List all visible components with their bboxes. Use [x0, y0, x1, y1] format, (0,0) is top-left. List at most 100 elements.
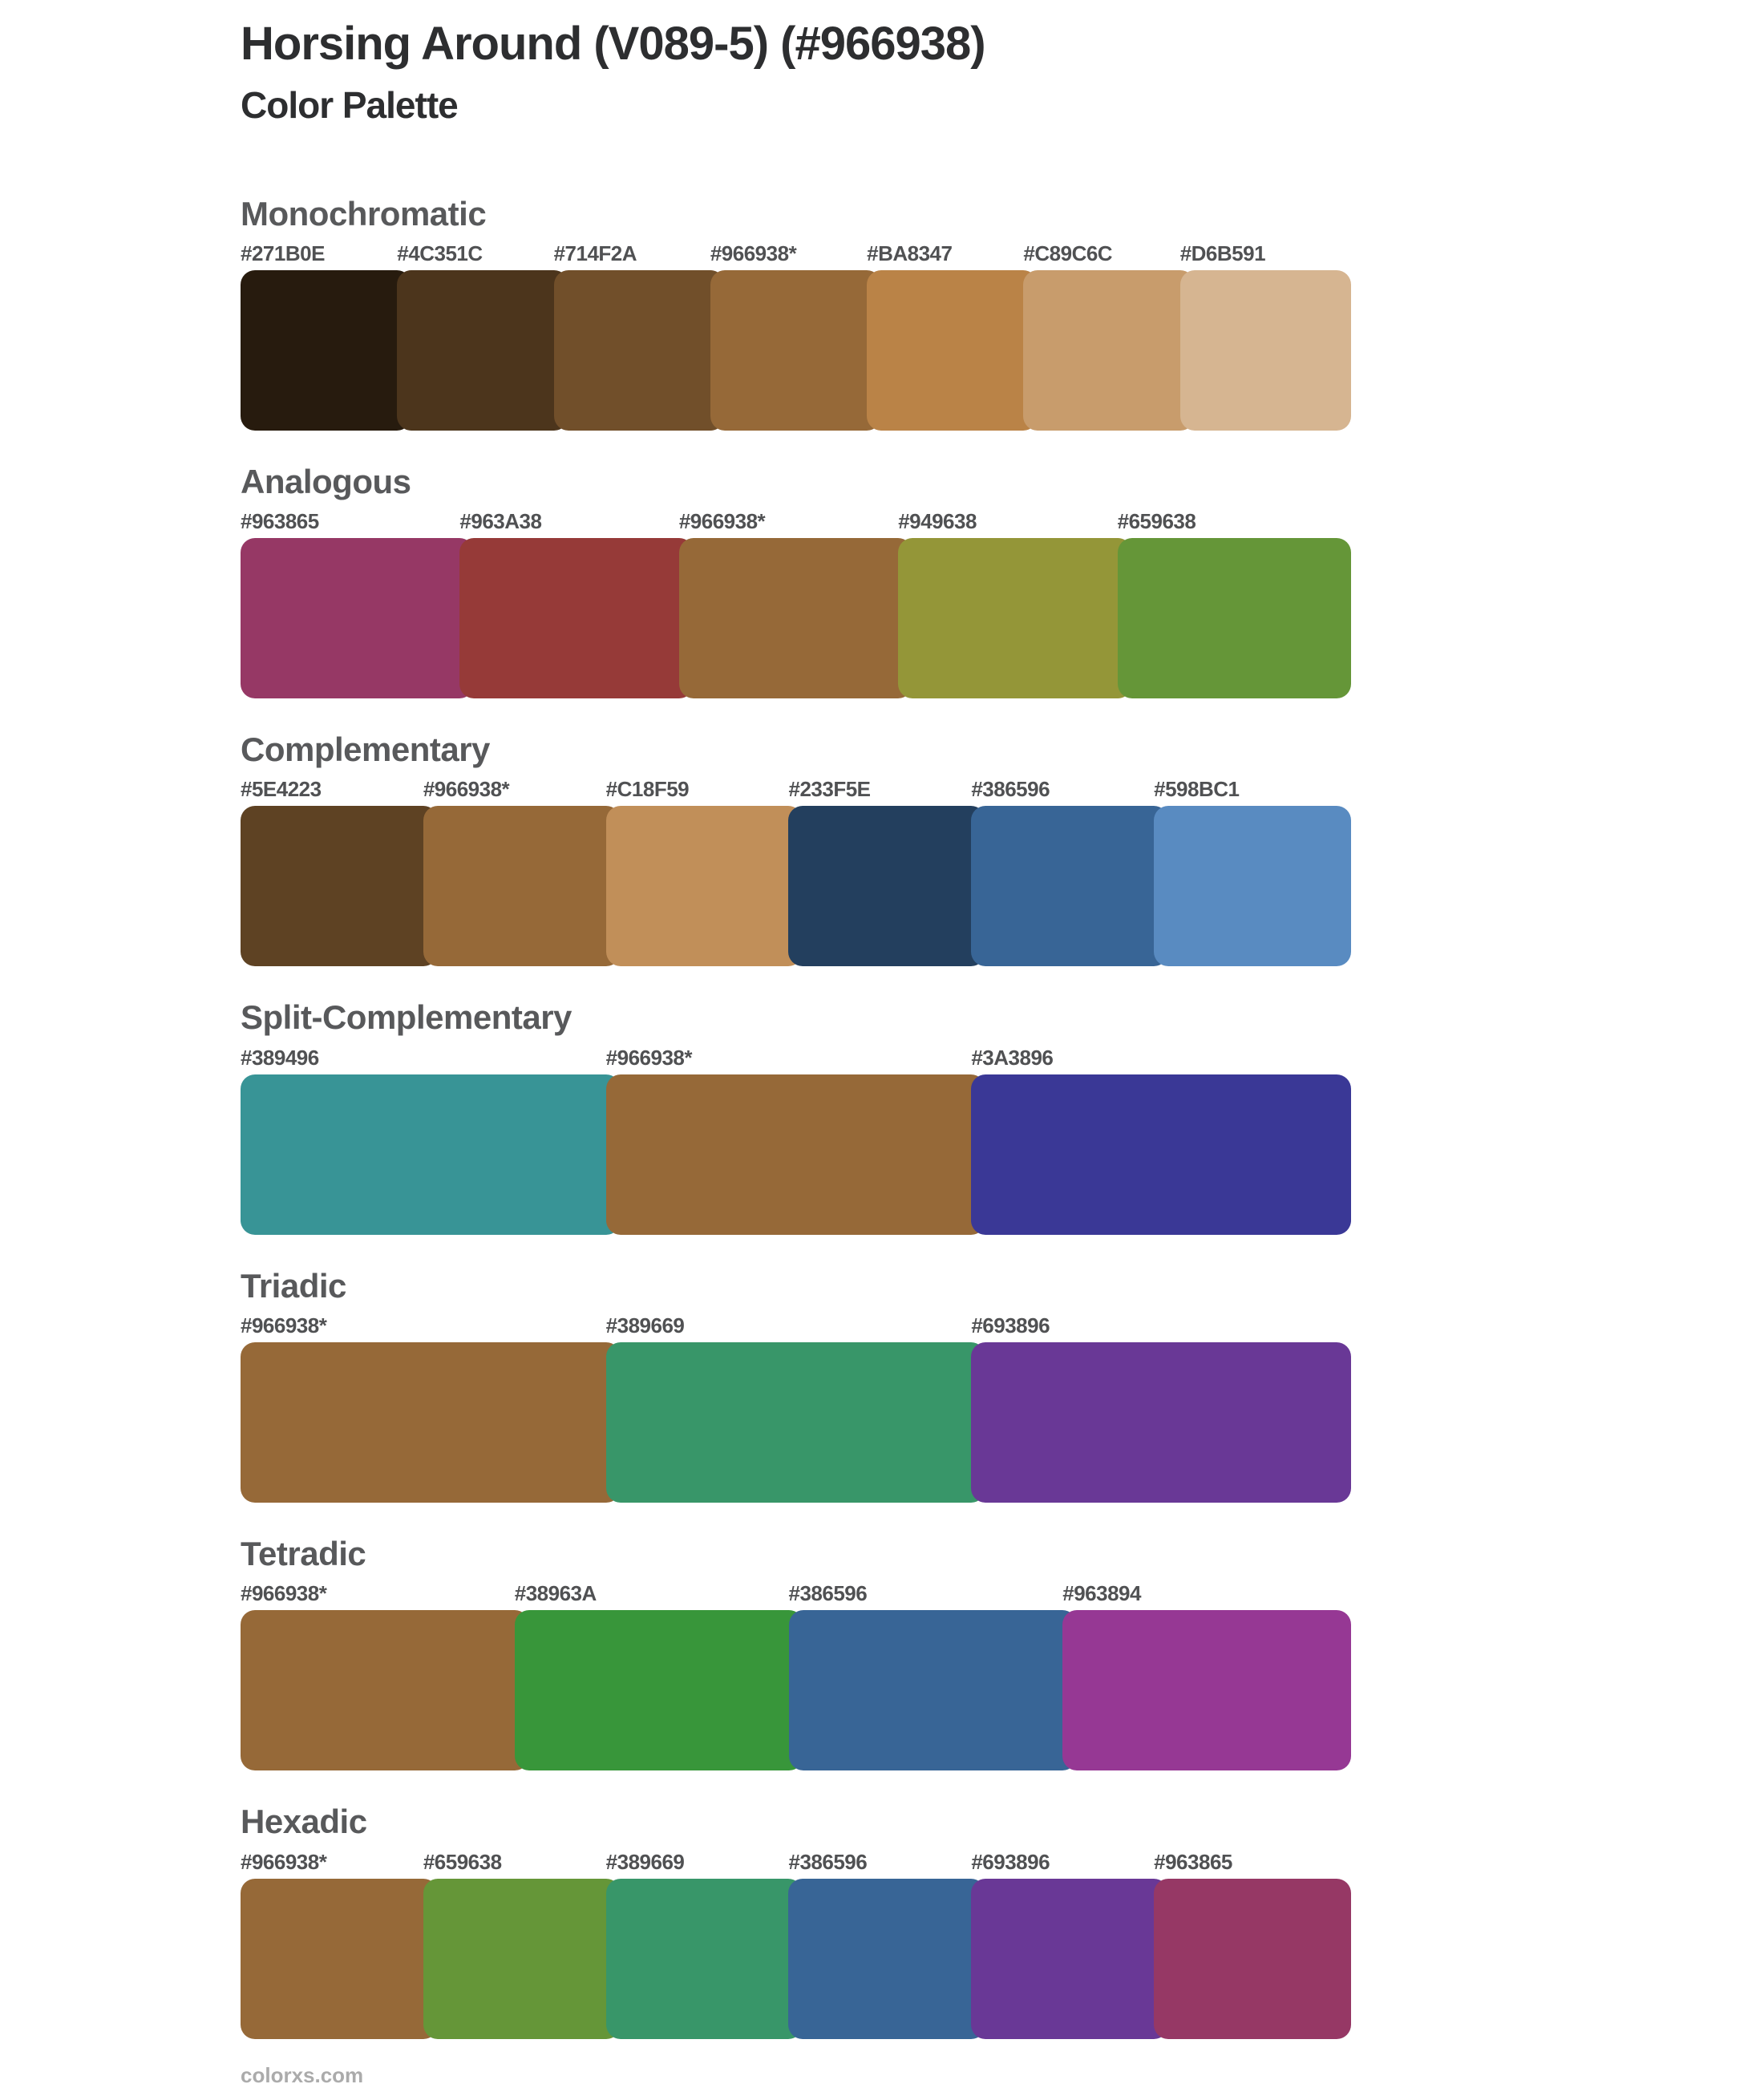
swatch-color-block[interactable]: [788, 1878, 986, 2039]
swatch: #3A3896: [971, 1045, 1352, 1235]
color-palette-page: Horsing Around (V089-5) (#966938) Color …: [241, 18, 1352, 2088]
swatch-color-block[interactable]: [459, 538, 694, 699]
swatch: #386596: [788, 1581, 1078, 1771]
swatch-row: #5E4223 #966938* #C18F59 #233F5E #386596…: [241, 777, 1351, 967]
swatch: #598BC1: [1154, 777, 1351, 967]
swatch-color-block[interactable]: [605, 806, 803, 967]
swatch-row: #963865 #963A38 #966938* #949638 #659638: [241, 509, 1352, 699]
swatch-color-block[interactable]: [553, 269, 725, 431]
swatch-color-block[interactable]: [241, 1074, 621, 1235]
section-title: Complementary: [241, 730, 490, 769]
swatch-row: #271B0E #4C351C #714F2A #966938* #BA8347…: [241, 241, 1351, 431]
swatch-hex-label: #386596: [971, 777, 1050, 802]
swatch-color-block[interactable]: [971, 1074, 1352, 1235]
swatch-hex-label: #963A38: [459, 509, 542, 534]
swatch-hex-label: #714F2A: [553, 241, 637, 265]
swatch-hex-label: #693896: [971, 1849, 1050, 1874]
swatch-hex-label: #C18F59: [605, 777, 690, 802]
swatch-hex-label: #963865: [1154, 1849, 1232, 1874]
swatch-row: #389496 #966938* #3A3896: [241, 1045, 1352, 1235]
swatch: #233F5E: [788, 777, 986, 967]
swatch: #BA8347: [867, 241, 1038, 431]
swatch-hex-label: #963865: [241, 509, 319, 534]
swatch-hex-label: #966938*: [241, 1313, 327, 1338]
swatch: #386596: [788, 1849, 986, 2039]
section-title: Hexadic: [241, 1803, 367, 1841]
swatch-color-block[interactable]: [605, 1342, 986, 1503]
swatch-row: #966938* #389669 #693896: [241, 1313, 1352, 1503]
section-title: Analogous: [241, 462, 411, 500]
swatch: #386596: [971, 777, 1169, 967]
swatch: #38963A: [514, 1581, 803, 1771]
swatch-color-block[interactable]: [788, 1610, 1078, 1771]
swatch-color-block[interactable]: [1154, 1878, 1351, 2039]
swatch-color-block[interactable]: [397, 269, 568, 431]
swatch-color-block[interactable]: [867, 269, 1038, 431]
swatch: #5E4223: [241, 777, 438, 967]
swatch-hex-label: #598BC1: [1154, 777, 1240, 802]
swatch-color-block[interactable]: [1179, 269, 1351, 431]
swatch: #966938*: [241, 1581, 529, 1771]
swatch-color-block[interactable]: [605, 1074, 986, 1235]
swatch-color-block[interactable]: [423, 806, 621, 967]
swatch-color-block[interactable]: [971, 806, 1169, 967]
swatch: #966938*: [678, 509, 913, 699]
swatch-hex-label: #963894: [1062, 1581, 1141, 1606]
swatch-hex-label: #966938*: [423, 777, 510, 802]
swatch-color-block[interactable]: [971, 1878, 1169, 2039]
swatch-color-block[interactable]: [241, 1610, 529, 1771]
swatch-color-block[interactable]: [1023, 269, 1195, 431]
swatch-color-block[interactable]: [1117, 538, 1352, 699]
swatch-row: #966938* #659638 #389669 #386596 #693896…: [241, 1850, 1351, 2039]
swatch-row: #966938* #38963A #386596 #963894: [241, 1581, 1351, 1771]
swatch-color-block[interactable]: [971, 1342, 1352, 1503]
section-title: Split-Complementary: [241, 998, 572, 1037]
palette-section: Split-Complementary #389496 #966938* #3A…: [241, 998, 1352, 1235]
swatch-hex-label: #386596: [788, 1849, 868, 1874]
swatch-hex-label: #233F5E: [788, 777, 871, 802]
swatch-color-block[interactable]: [1154, 806, 1351, 967]
swatch-hex-label: #949638: [898, 509, 977, 534]
swatch-color-block[interactable]: [788, 806, 986, 967]
swatch: #714F2A: [553, 241, 725, 431]
swatch: #C18F59: [605, 777, 803, 967]
swatch-color-block[interactable]: [241, 1878, 438, 2039]
palette-section: Monochromatic #271B0E #4C351C #714F2A #9…: [241, 195, 1351, 431]
swatch-hex-label: #659638: [1117, 509, 1196, 534]
swatch: #4C351C: [397, 241, 568, 431]
swatch-color-block[interactable]: [514, 1610, 803, 1771]
swatch: #966938*: [423, 777, 621, 967]
swatch-color-block[interactable]: [678, 538, 913, 699]
section-title: Tetradic: [241, 1535, 366, 1573]
swatch: #D6B591: [1179, 241, 1351, 431]
swatch-color-block[interactable]: [898, 538, 1132, 699]
palette-section: Triadic #966938* #389669 #693896: [241, 1266, 1352, 1503]
swatch-hex-label: #966938*: [241, 1581, 327, 1606]
footer-site-link[interactable]: colorxs.com: [241, 2062, 364, 2087]
swatch: #389669: [605, 1849, 803, 2039]
swatch-color-block[interactable]: [1062, 1610, 1351, 1771]
palette-sections: Monochromatic #271B0E #4C351C #714F2A #9…: [241, 195, 1352, 2039]
swatch-hex-label: #389669: [605, 1849, 685, 1874]
swatch: #963865: [241, 509, 475, 699]
swatch: #389669: [605, 1313, 986, 1503]
swatch-color-block[interactable]: [241, 269, 412, 431]
section-title: Monochromatic: [241, 194, 487, 233]
swatch: #966938*: [605, 1046, 986, 1235]
swatch-hex-label: #38963A: [514, 1581, 597, 1606]
swatch: #271B0E: [241, 241, 412, 431]
swatch-color-block[interactable]: [423, 1878, 621, 2039]
section-title: Triadic: [241, 1266, 346, 1305]
swatch-color-block[interactable]: [710, 269, 882, 431]
swatch-color-block[interactable]: [241, 806, 438, 967]
swatch-color-block[interactable]: [241, 1342, 621, 1503]
palette-section: Hexadic #966938* #659638 #389669 #386596…: [241, 1803, 1351, 2039]
swatch-color-block[interactable]: [605, 1878, 803, 2039]
swatch-hex-label: #3A3896: [971, 1045, 1054, 1070]
swatch-hex-label: #966938*: [241, 1849, 327, 1874]
swatch-hex-label: #693896: [971, 1313, 1050, 1338]
swatch-hex-label: #BA8347: [867, 241, 953, 265]
swatch-color-block[interactable]: [241, 538, 475, 699]
swatch: #966938*: [241, 1313, 621, 1503]
palette-section: Complementary #5E4223 #966938* #C18F59 #…: [241, 730, 1351, 967]
